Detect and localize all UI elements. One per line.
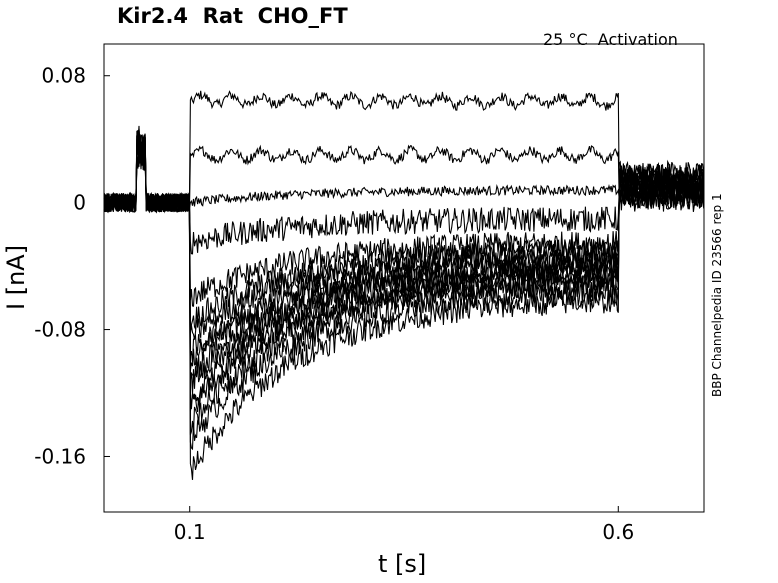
axes-frame bbox=[103, 43, 705, 513]
current-trace bbox=[103, 137, 705, 480]
y-tick-label: -0.08 bbox=[34, 318, 86, 342]
current-trace bbox=[103, 130, 705, 213]
current-trace bbox=[103, 133, 705, 340]
condition-annotation: 25 °C Activation bbox=[543, 30, 678, 49]
x-axis-label: t [s] bbox=[378, 550, 427, 578]
current-trace bbox=[103, 134, 705, 451]
current-trace bbox=[104, 129, 705, 255]
y-tick-label: 0 bbox=[73, 191, 86, 215]
y-tick-label: -0.16 bbox=[34, 444, 86, 468]
source-note: BBP Channelpedia ID 23566 rep 1 bbox=[710, 193, 724, 397]
y-tick-label: 0.08 bbox=[41, 64, 86, 88]
trace-group bbox=[103, 90, 705, 480]
x-axis-ticks: 0.1 0.6 bbox=[174, 506, 634, 544]
x-tick-label: 0.1 bbox=[174, 520, 206, 544]
current-trace bbox=[103, 90, 705, 213]
y-axis-ticks: 0.08 0 -0.08 -0.16 bbox=[34, 64, 110, 468]
current-trace bbox=[103, 135, 705, 212]
x-tick-label: 0.6 bbox=[602, 520, 634, 544]
y-axis-label: I [nA] bbox=[2, 244, 30, 310]
chart-title: Kir2.4 Rat CHO_FT bbox=[117, 4, 348, 28]
